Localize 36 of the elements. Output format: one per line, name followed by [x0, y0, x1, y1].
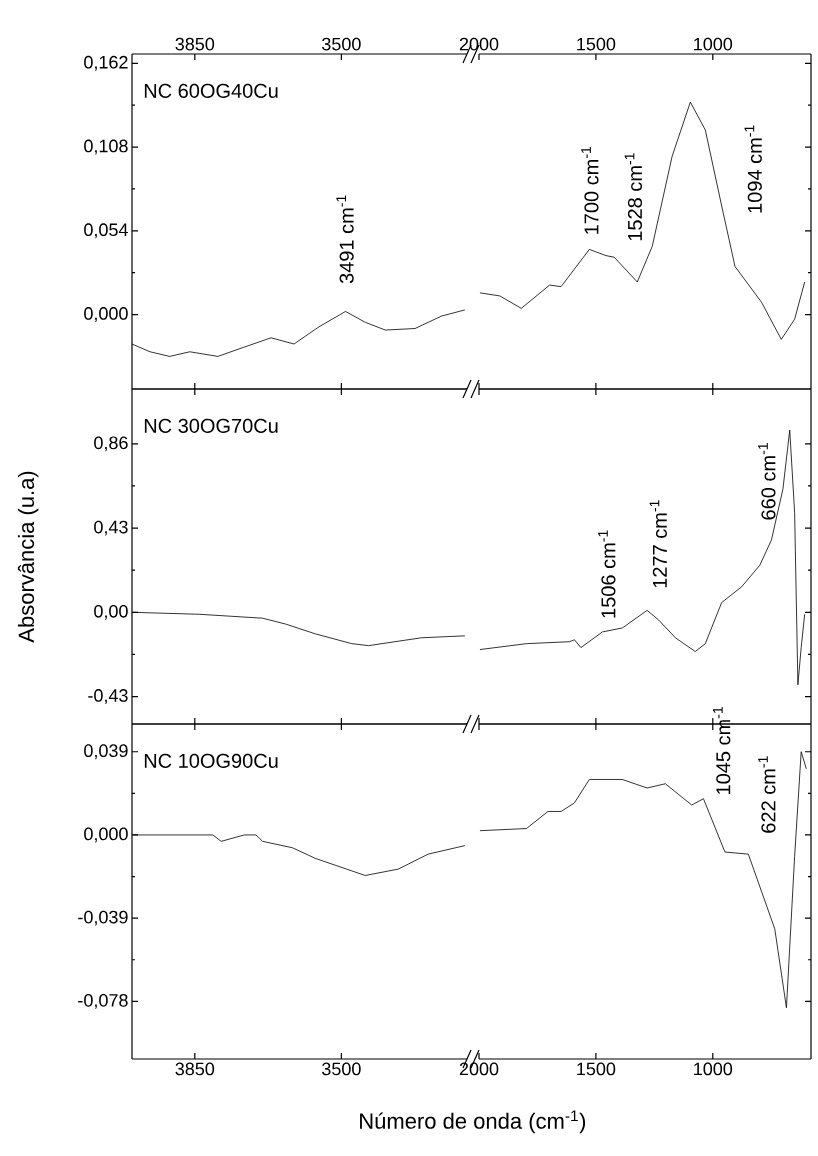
annotation: NC 60OG40Cu — [144, 83, 278, 98]
y-tick-label: -0,43 — [88, 689, 128, 704]
x-tick-label: 2000 — [459, 1062, 499, 1076]
x-tick-label: 2000 — [459, 37, 499, 51]
y-tick-label: 0,000 — [84, 827, 128, 843]
x-tick-label: 3500 — [322, 1062, 361, 1076]
annotation: 1700 cm$^{-1}$ — [581, 146, 599, 234]
annotation: 660 cm$^{-1}$ — [758, 443, 776, 520]
annotation: 622 cm$^{-1}$ — [758, 756, 776, 833]
y-tick-label: 0,86 — [94, 436, 128, 452]
annotation: 1045 cm$^{-1}$ — [713, 707, 731, 794]
y-tick-label: 0,43 — [94, 520, 128, 536]
annotation: 1506 cm$^{-1}$ — [598, 530, 616, 618]
annotation: NC 10OG90Cu — [144, 753, 278, 768]
x-tick-label: 1500 — [577, 37, 616, 51]
y-tick-label: -0,078 — [78, 993, 128, 1009]
x-tick-label: 3850 — [175, 1062, 215, 1076]
x-tick-label: 1500 — [577, 1062, 616, 1076]
annotation: 1277 cm$^{-1}$ — [649, 500, 668, 588]
y-tick-label: 0,108 — [84, 139, 128, 155]
annotation: NC 30OG70Cu — [144, 418, 278, 433]
x-tick-label: 1000 — [694, 1062, 733, 1076]
y-axis-title: Absorvância (u.a) — [17, 471, 39, 643]
y-tick-label: 0,00 — [94, 604, 128, 620]
x-tick-label: 3850 — [175, 37, 215, 51]
annotation: 1094 cm$^{-1}$ — [744, 125, 762, 213]
x-axis-title: Número de onda (cm$^{-1}$) — [360, 1110, 586, 1134]
annotation: 1528 cm$^{-1}$ — [624, 153, 643, 241]
x-tick-label: 3500 — [322, 37, 361, 51]
y-tick-label: 0,039 — [84, 744, 128, 760]
annotation: 3491 cm$^{-1}$ — [336, 195, 354, 284]
x-tick-label: 1000 — [694, 37, 733, 51]
y-tick-label: 0,054 — [84, 223, 128, 239]
y-tick-label: 0,000 — [84, 307, 128, 322]
y-tick-label: 0,162 — [84, 55, 128, 71]
y-tick-label: -0,039 — [78, 910, 128, 926]
